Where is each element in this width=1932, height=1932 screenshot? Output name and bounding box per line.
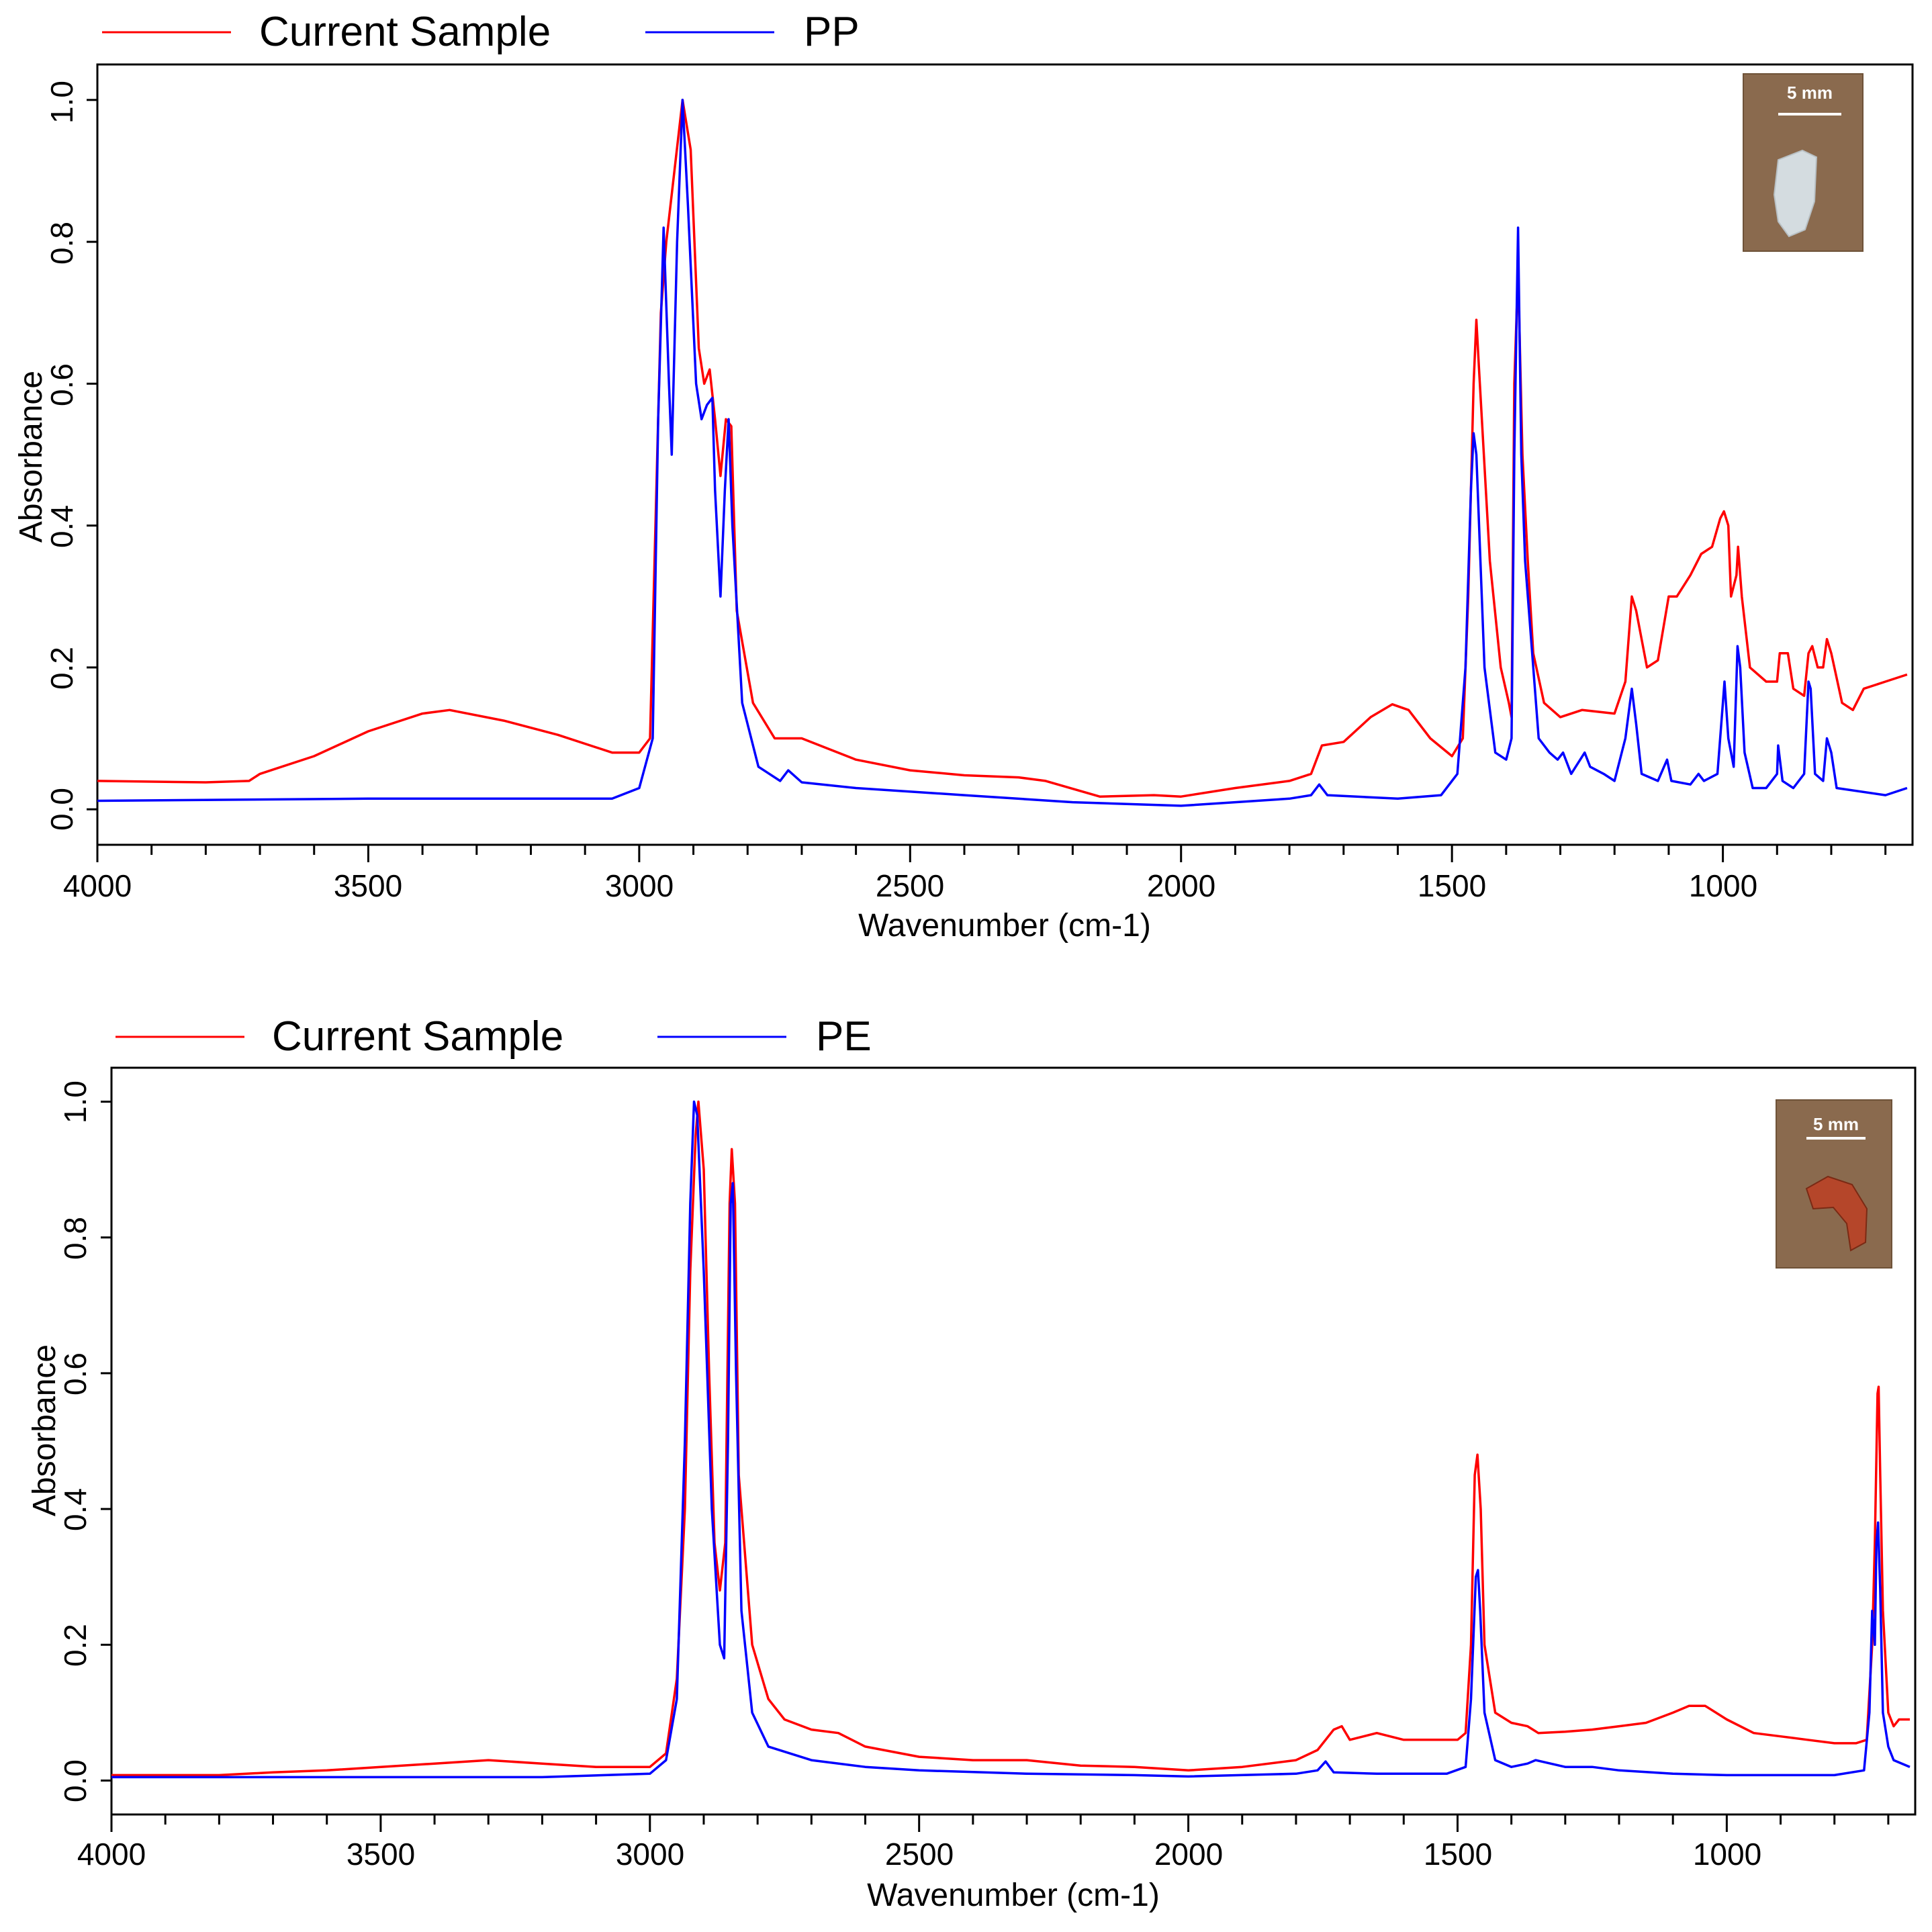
series-line-pe xyxy=(111,1100,1911,1779)
x-tick-label-3000: 3000 xyxy=(616,1837,684,1872)
series-line-current-sample xyxy=(97,99,1908,798)
x-tick-label-2500: 2500 xyxy=(885,1837,954,1872)
y-axis-title: Absorbance xyxy=(27,1344,62,1516)
legend-label-current-sample: Current Sample xyxy=(259,9,551,55)
y-axis xyxy=(101,1101,111,1782)
series-line-pp xyxy=(97,99,1908,807)
x-axis xyxy=(96,845,1887,862)
y-tick-label-0.2: 0.2 xyxy=(58,1624,93,1667)
y-tick-label-0.0: 0.0 xyxy=(44,788,79,831)
x-tick-label-4000: 4000 xyxy=(63,868,132,903)
y-tick-labels: 0.0 0.2 0.4 0.6 0.8 1.0 xyxy=(58,1080,93,1802)
x-tick-label-1000: 1000 xyxy=(1689,868,1757,903)
x-tick-label-2000: 2000 xyxy=(1154,1837,1223,1872)
y-axis xyxy=(87,99,97,811)
y-tick-label-1.0: 1.0 xyxy=(58,1080,93,1123)
sample-photo-inset: 5 mm xyxy=(1743,73,1864,252)
series-group xyxy=(111,1100,1911,1779)
y-tick-label-0.2: 0.2 xyxy=(44,647,79,690)
x-tick-label-2500: 2500 xyxy=(876,868,944,903)
scale-label: 5 mm xyxy=(1813,1114,1859,1134)
x-tick-label-1500: 1500 xyxy=(1418,868,1486,903)
legend-label-pp: PP xyxy=(804,9,860,55)
y-tick-label-0.0: 0.0 xyxy=(58,1759,93,1802)
y-tick-label-0.4: 0.4 xyxy=(58,1488,93,1531)
plot-frame xyxy=(96,63,1914,846)
y-tick-label-0.4: 0.4 xyxy=(44,505,79,548)
scale-label: 5 mm xyxy=(1787,83,1833,103)
x-tick-label-3500: 3500 xyxy=(347,1837,415,1872)
plot-frame xyxy=(110,1066,1917,1816)
x-tick-label-2000: 2000 xyxy=(1147,868,1215,903)
chart-pe: Current Sample PE 4000 3500 3000 2500 20… xyxy=(27,1013,1917,1913)
x-axis-title: Wavenumber (cm-1) xyxy=(867,1878,1160,1913)
legend-label-current-sample: Current Sample xyxy=(272,1013,563,1060)
y-tick-label-0.8: 0.8 xyxy=(44,222,79,265)
plastic-fragment-image xyxy=(1805,1175,1868,1252)
plastic-fragment-image xyxy=(1773,149,1818,238)
y-axis-title: Absorbance xyxy=(13,371,49,543)
x-tick-label-3500: 3500 xyxy=(334,868,402,903)
y-tick-label-0.6: 0.6 xyxy=(44,363,79,406)
series-line-current-sample xyxy=(111,1100,1910,1777)
y-tick-label-0.6: 0.6 xyxy=(58,1352,93,1395)
legend: Current Sample PP xyxy=(102,9,860,55)
legend-label-pe: PE xyxy=(816,1013,872,1060)
series-group xyxy=(97,99,1908,807)
x-tick-label-3000: 3000 xyxy=(605,868,674,903)
x-tick-label-4000: 4000 xyxy=(77,1837,146,1872)
x-tick-label-1000: 1000 xyxy=(1693,1837,1761,1872)
sample-photo-inset: 5 mm xyxy=(1776,1099,1892,1269)
x-axis xyxy=(110,1814,1890,1832)
x-tick-labels: 4000 3500 3000 2500 2000 1500 1000 xyxy=(63,868,1757,903)
x-tick-labels: 4000 3500 3000 2500 2000 1500 1000 xyxy=(77,1837,1761,1872)
y-tick-label-0.8: 0.8 xyxy=(58,1217,93,1260)
legend: Current Sample PE xyxy=(116,1013,872,1060)
x-tick-label-1500: 1500 xyxy=(1424,1837,1492,1872)
y-tick-label-1.0: 1.0 xyxy=(44,81,79,124)
x-axis-title: Wavenumber (cm-1) xyxy=(858,908,1151,944)
y-tick-labels: 0.0 0.2 0.4 0.6 0.8 1.0 xyxy=(44,81,79,831)
chart-pp: Current Sample PP 4000 3500 3000 2500 20… xyxy=(13,9,1914,944)
